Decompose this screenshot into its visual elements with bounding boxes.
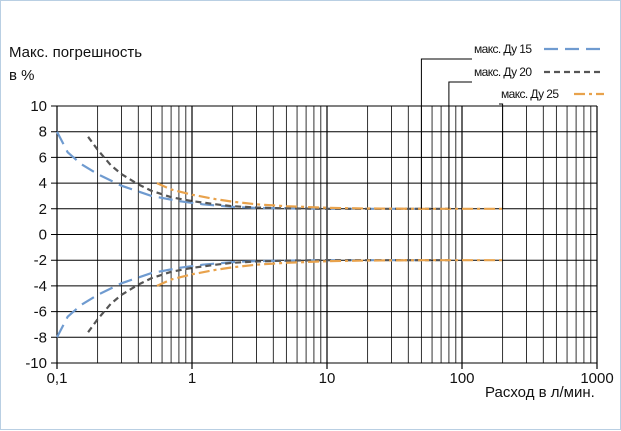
x-tick-label: 0,1 bbox=[47, 370, 68, 387]
y-tick-label: -6 bbox=[34, 304, 47, 321]
tick-labels: 10 8 6 4 2 0 -2 -4 -6 -8 -100,1 1 10 100 1000 bbox=[25, 98, 613, 387]
x-axis-label: Расход в л/мин. bbox=[485, 384, 595, 401]
series-2-upper-line bbox=[87, 136, 449, 210]
series-lines bbox=[56, 131, 503, 338]
series-2-lower-line bbox=[87, 259, 449, 333]
y-tick-label: 10 bbox=[30, 98, 47, 115]
y-axis-label-line2: в % bbox=[9, 67, 34, 84]
x-tick-label: 1 bbox=[188, 370, 196, 387]
series-1-upper-line bbox=[56, 131, 422, 210]
x-tick-label: 100 bbox=[449, 370, 474, 387]
y-tick-label: 2 bbox=[39, 201, 47, 218]
y-tick-label: 4 bbox=[39, 175, 47, 192]
y-tick-label: 0 bbox=[39, 227, 47, 244]
x-tick-label: 10 bbox=[319, 370, 336, 387]
legend: макс. Ду 15 макс. Ду 20 макс. Ду 25 bbox=[420, 42, 604, 209]
legend-label: макс. Ду 25 bbox=[501, 87, 559, 101]
legend-label: макс. Ду 15 bbox=[474, 42, 532, 56]
x-tick-label: 1000 bbox=[580, 370, 613, 387]
series-1-lower-line bbox=[56, 259, 422, 338]
y-axis-label-line1: Макс. погрешность bbox=[9, 44, 142, 61]
grid bbox=[51, 105, 598, 369]
y-tick-label: -4 bbox=[34, 278, 47, 295]
y-tick-label: -2 bbox=[34, 252, 47, 269]
legend-leader-line bbox=[448, 81, 472, 209]
legend-label: макс. Ду 20 bbox=[474, 65, 532, 79]
y-tick-label: -8 bbox=[34, 329, 47, 346]
series-3-upper-line bbox=[156, 182, 503, 210]
series-3-lower-line bbox=[156, 259, 503, 287]
y-tick-label: -10 bbox=[25, 355, 47, 372]
y-tick-label: 8 bbox=[39, 124, 47, 141]
legend-leader-line bbox=[420, 58, 472, 209]
y-tick-label: 6 bbox=[39, 149, 47, 166]
legend-leader-line bbox=[499, 103, 504, 209]
